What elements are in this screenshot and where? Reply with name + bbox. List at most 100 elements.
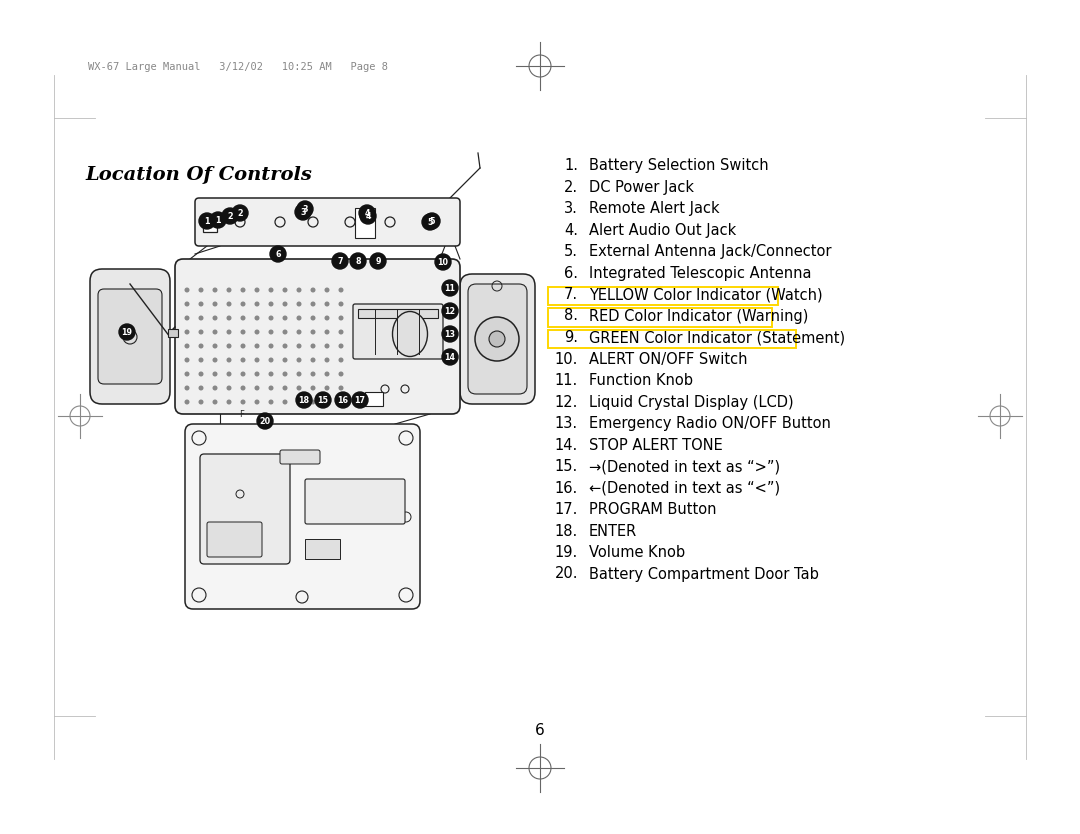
Circle shape [185,358,189,362]
Circle shape [199,358,203,362]
Text: 9.: 9. [564,330,578,345]
Text: GREEN Color Indicator (Statement): GREEN Color Indicator (Statement) [589,330,846,345]
Text: 6.: 6. [564,265,578,280]
Circle shape [241,400,245,404]
Circle shape [339,386,342,389]
Circle shape [325,330,328,334]
FancyBboxPatch shape [203,214,217,232]
Circle shape [269,330,273,334]
Circle shape [213,400,217,404]
Text: 12: 12 [445,307,456,315]
Text: 18.: 18. [555,524,578,539]
Text: 8.: 8. [564,309,578,324]
FancyBboxPatch shape [365,392,383,406]
Circle shape [227,400,231,404]
Circle shape [199,302,203,306]
Circle shape [213,316,217,319]
Circle shape [185,316,189,319]
Circle shape [283,289,287,292]
Circle shape [297,316,301,319]
Circle shape [297,344,301,348]
Text: WX-67 Large Manual   3/12/02   10:25 AM   Page 8: WX-67 Large Manual 3/12/02 10:25 AM Page… [87,62,388,72]
Text: 4: 4 [364,208,369,218]
FancyBboxPatch shape [468,284,527,394]
Circle shape [311,400,314,404]
Circle shape [325,302,328,306]
Circle shape [185,372,189,376]
Circle shape [199,289,203,292]
Text: Liquid Crystal Display (LCD): Liquid Crystal Display (LCD) [589,394,794,409]
FancyBboxPatch shape [200,454,291,564]
Circle shape [339,302,342,306]
Text: 4.: 4. [564,223,578,238]
Circle shape [442,303,458,319]
Circle shape [227,316,231,319]
Text: 10: 10 [437,258,448,267]
Text: 3.: 3. [564,201,578,216]
Text: 11.: 11. [555,373,578,388]
FancyBboxPatch shape [548,308,772,326]
Text: ENTER: ENTER [589,524,637,539]
Text: →(Denoted in text as “>”): →(Denoted in text as “>”) [589,459,780,474]
Circle shape [370,253,386,269]
Text: 1.: 1. [564,158,578,173]
Circle shape [213,330,217,334]
Circle shape [222,208,238,224]
Circle shape [213,358,217,362]
Circle shape [339,372,342,376]
Text: 5.: 5. [564,244,578,259]
Circle shape [227,344,231,348]
Circle shape [475,317,519,361]
Circle shape [339,344,342,348]
Circle shape [227,386,231,389]
Circle shape [339,330,342,334]
Circle shape [213,289,217,292]
FancyBboxPatch shape [207,522,262,557]
Text: External Antenna Jack/Connector: External Antenna Jack/Connector [589,244,832,259]
FancyBboxPatch shape [185,424,420,609]
Text: 3: 3 [302,204,308,214]
Circle shape [435,254,451,270]
Circle shape [325,372,328,376]
Circle shape [213,372,217,376]
Circle shape [297,372,301,376]
Text: DC Power Jack: DC Power Jack [589,179,694,194]
FancyBboxPatch shape [305,539,340,559]
Text: Battery Selection Switch: Battery Selection Switch [589,158,769,173]
Circle shape [241,289,245,292]
Text: YELLOW Color Indicator (Watch): YELLOW Color Indicator (Watch) [589,287,823,302]
Circle shape [269,386,273,389]
Text: 10.: 10. [555,351,578,366]
Circle shape [213,302,217,306]
Circle shape [227,358,231,362]
Text: 2: 2 [238,208,243,218]
Circle shape [350,253,366,269]
Circle shape [297,358,301,362]
Text: 11: 11 [445,284,456,293]
Circle shape [185,344,189,348]
Text: Volume Knob: Volume Knob [589,545,685,560]
Circle shape [232,205,248,221]
Circle shape [199,372,203,376]
Text: 2: 2 [227,212,233,220]
Text: ALERT ON/OFF Switch: ALERT ON/OFF Switch [589,351,747,366]
Text: 20: 20 [259,416,271,425]
Circle shape [269,400,273,404]
Circle shape [335,392,351,408]
Text: F: F [240,410,244,419]
Circle shape [270,246,286,262]
Circle shape [213,344,217,348]
Text: Integrated Telescopic Antenna: Integrated Telescopic Antenna [589,265,811,280]
FancyBboxPatch shape [353,304,443,359]
Circle shape [269,344,273,348]
Circle shape [255,289,259,292]
Text: 4: 4 [365,212,370,220]
Circle shape [255,400,259,404]
Circle shape [311,316,314,319]
Circle shape [332,253,348,269]
Circle shape [199,344,203,348]
Circle shape [297,302,301,306]
Text: 5: 5 [429,217,435,225]
Circle shape [257,413,273,429]
Circle shape [311,289,314,292]
